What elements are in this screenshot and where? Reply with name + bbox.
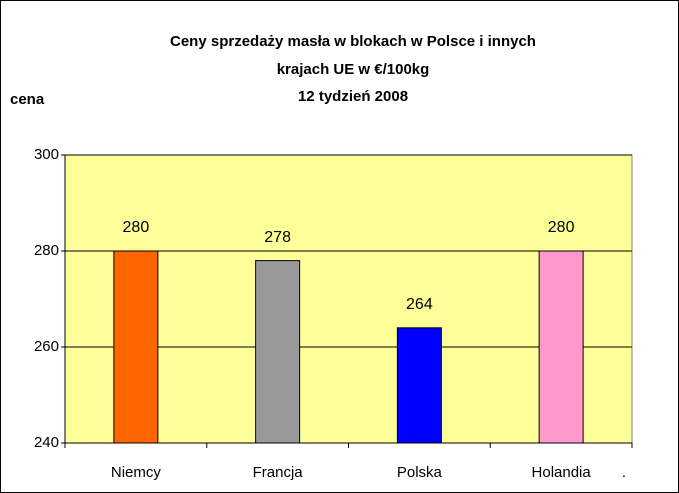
annotation: . <box>622 464 626 481</box>
x-tick-label: Polska <box>397 464 443 481</box>
plot-area <box>64 154 633 444</box>
x-tick-label: Holandia <box>532 464 592 481</box>
chart-title: Ceny sprzedaży masła w blokach w Polsce … <box>170 33 536 50</box>
x-tick-label: Niemcy <box>111 464 162 481</box>
y-axis-label: cena <box>10 91 45 108</box>
y-tick-label: 240 <box>34 434 59 451</box>
x-tick-label: Francja <box>253 464 304 481</box>
bar <box>255 260 301 444</box>
chart-title: 12 tydzień 2008 <box>298 88 408 105</box>
data-label: 278 <box>264 229 291 246</box>
data-label: 280 <box>548 219 575 236</box>
bar <box>396 327 442 444</box>
bar <box>113 250 159 444</box>
chart-title: krajach UE w €/100kg <box>277 61 430 78</box>
bar <box>538 250 584 444</box>
data-label: 264 <box>406 296 433 313</box>
data-label: 280 <box>123 219 150 236</box>
y-tick-label: 300 <box>34 146 59 163</box>
y-tick-label: 260 <box>34 338 59 355</box>
y-tick-label: 280 <box>34 242 59 259</box>
